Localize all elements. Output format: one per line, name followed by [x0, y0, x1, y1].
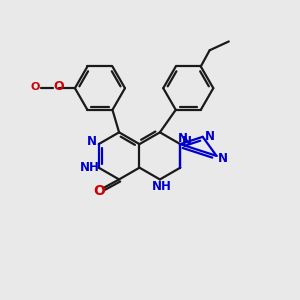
Text: O: O [93, 184, 105, 198]
Text: NH: NH [152, 180, 171, 193]
Text: NH: NH [80, 161, 100, 174]
Text: N: N [205, 130, 215, 143]
Text: O: O [30, 82, 40, 92]
Text: N: N [182, 135, 192, 148]
Text: O: O [53, 80, 64, 93]
Text: N: N [87, 135, 97, 148]
Text: N: N [178, 132, 188, 145]
Text: N: N [218, 152, 228, 165]
